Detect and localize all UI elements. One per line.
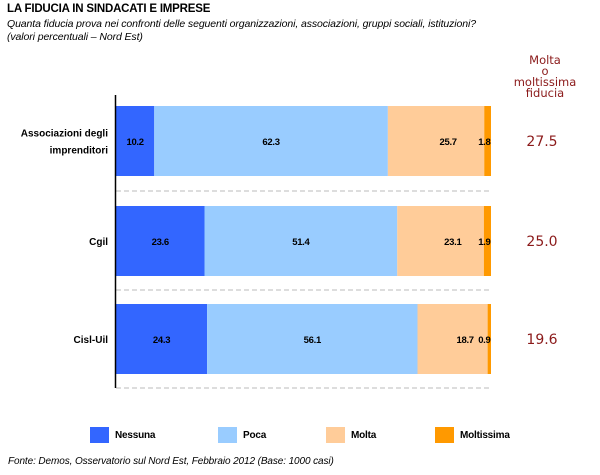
- data-label: 62.3: [262, 137, 279, 148]
- data-label: 1.9: [478, 237, 490, 248]
- data-label: 56.1: [304, 335, 322, 346]
- legend-swatch: [218, 427, 237, 443]
- totals-header-line: moltissima: [513, 75, 577, 89]
- total-label: 19.6: [526, 332, 557, 348]
- total-label: 27.5: [526, 134, 557, 150]
- chart-subtitle: Quanta fiducia prova nei confronti delle…: [7, 18, 476, 44]
- data-label: 0.9: [478, 335, 490, 346]
- category-label: Cgil: [89, 237, 108, 248]
- legend-item-nessuna: Nessuna: [90, 427, 155, 443]
- data-label: 10.2: [126, 137, 143, 148]
- category-label: Cisl-Uil: [74, 335, 109, 346]
- data-label: 51.4: [292, 237, 310, 248]
- legend-label: Nessuna: [115, 429, 156, 441]
- data-label: 23.1: [444, 237, 462, 248]
- source-note: Fonte: Demos, Osservatorio sul Nord Est,…: [8, 456, 334, 467]
- legend-label: Molta: [351, 429, 377, 441]
- bar-segment-poca: [207, 304, 418, 374]
- total-label: 25.0: [526, 234, 557, 250]
- totals-header-line: o: [541, 64, 549, 78]
- legend-swatch: [435, 427, 454, 443]
- category-label: imprenditori: [50, 146, 109, 157]
- legend-item-molta: Molta: [326, 427, 376, 443]
- legend-swatch: [90, 427, 109, 443]
- bar-segment-moltissima: [484, 106, 491, 176]
- legend-item-poca: Poca: [218, 427, 266, 443]
- bar-segment-poca: [204, 206, 398, 276]
- data-label: 23.6: [152, 237, 169, 248]
- data-label: 18.7: [457, 335, 474, 346]
- bar-segment-nessuna: [116, 106, 155, 176]
- legend-label: Moltissima: [460, 429, 510, 441]
- bar-segment-moltissima: [483, 206, 491, 276]
- totals-header-line: Molta: [529, 53, 561, 67]
- legend: Nessuna Poca Molta Moltissima: [90, 427, 600, 443]
- bar-segment-nessuna: [116, 304, 208, 374]
- totals-header: Molta o moltissima fiducia: [505, 53, 585, 100]
- data-label: 25.7: [439, 137, 456, 148]
- bar-segment-molta: [387, 106, 485, 176]
- legend-item-moltissima: Moltissima: [435, 427, 510, 443]
- chart-title: LA FIDUCIA IN SINDACATI E IMPRESE: [7, 3, 211, 15]
- category-label: Associazioni degli: [21, 129, 108, 140]
- legend-swatch: [326, 427, 345, 443]
- subtitle-line-1: Quanta fiducia prova nei confronti delle…: [7, 18, 476, 30]
- bar-segment-nessuna: [116, 206, 205, 276]
- legend-label: Poca: [243, 429, 267, 441]
- data-label: 1.8: [478, 137, 490, 148]
- bar-segment-molta: [397, 206, 484, 276]
- data-label: 24.3: [153, 335, 170, 346]
- subtitle-line-2: (valori percentuali – Nord Est): [7, 31, 143, 43]
- bar-segment-molta: [417, 304, 488, 374]
- bar-segment-poca: [154, 106, 388, 176]
- totals-header-line: fiducia: [525, 86, 565, 100]
- bar-segment-moltissima: [487, 304, 491, 374]
